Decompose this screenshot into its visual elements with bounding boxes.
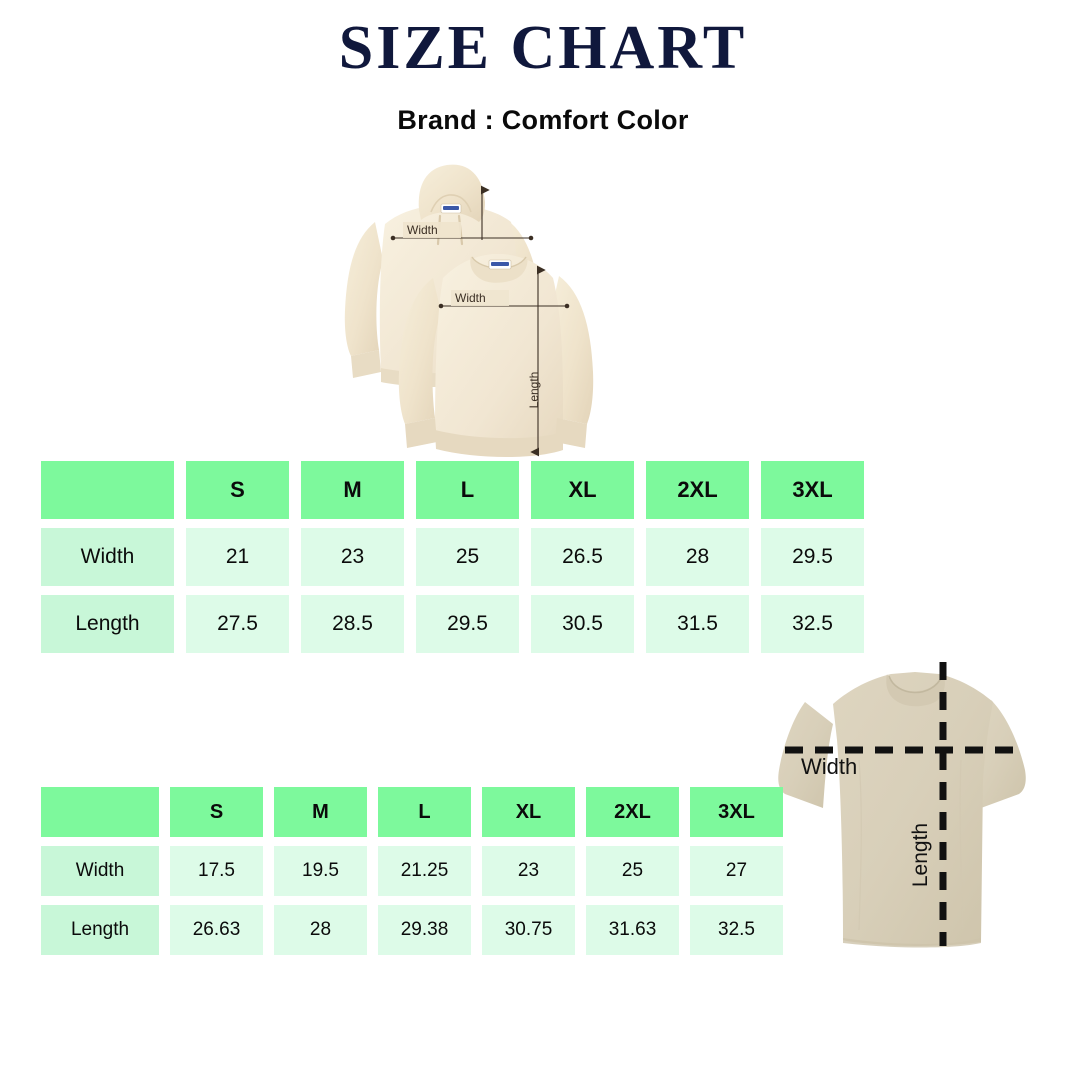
tshirt-length-measure: Length — [909, 662, 947, 946]
table2-width-xl: 23 — [482, 846, 575, 896]
table1-length-xl: 30.5 — [531, 595, 634, 653]
table2-row-label-width: Width — [41, 846, 159, 896]
table2-length-m: 28 — [274, 905, 367, 955]
tshirt-body — [778, 672, 1026, 948]
table1-length-s: 27.5 — [186, 595, 289, 653]
table-header-row: S M L XL 2XL 3XL — [41, 461, 864, 519]
table1-header-s: S — [186, 461, 289, 519]
table2-corner-cell — [41, 787, 159, 837]
tshirt-width-label: Width — [801, 754, 857, 779]
table1-length-l: 29.5 — [416, 595, 519, 653]
table1-row-label-length: Length — [41, 595, 174, 653]
sweatshirt-width-label: Width — [455, 291, 486, 305]
hoodie-width-label: Width — [407, 223, 438, 237]
hoodie-illustration: Width — [344, 164, 594, 458]
table2-width-s: 17.5 — [170, 846, 263, 896]
table1-header-2xl: 2XL — [646, 461, 749, 519]
sweatshirt-size-table: S M L XL 2XL 3XL Width 21 23 25 26.5 28 … — [41, 461, 864, 653]
table2-width-m: 19.5 — [274, 846, 367, 896]
hoodie-width-measure: Width — [390, 222, 534, 241]
table2-length-2xl: 31.63 — [586, 905, 679, 955]
table1-width-m: 23 — [301, 528, 404, 586]
table1-width-3xl: 29.5 — [761, 528, 864, 586]
table1-corner-cell — [41, 461, 174, 519]
sweatshirt-width-measure: Width — [438, 290, 570, 309]
table2-length-xl: 30.75 — [482, 905, 575, 955]
table-header-row: S M L XL 2XL 3XL — [41, 787, 783, 837]
table2-length-s: 26.63 — [170, 905, 263, 955]
table-row: Width 17.5 19.5 21.25 23 25 27 — [41, 846, 783, 896]
table1-header-m: M — [301, 461, 404, 519]
brand-subtitle: Brand : Comfort Color — [397, 105, 689, 135]
table1-header-xl: XL — [531, 461, 634, 519]
table1-header-l: L — [416, 461, 519, 519]
table2-header-2xl: 2XL — [586, 787, 679, 837]
table2-header-m: M — [274, 787, 367, 837]
table-row: Length 27.5 28.5 29.5 30.5 31.5 32.5 — [41, 595, 864, 653]
table2-length-l: 29.38 — [378, 905, 471, 955]
tshirt-length-label: Length — [909, 823, 932, 887]
sweatshirt-length-label: Length — [527, 372, 541, 409]
tshirt-illustration: Width Length — [778, 662, 1026, 948]
table-row: Length 26.63 28 29.38 30.75 31.63 32.5 — [41, 905, 783, 955]
tshirt-size-table: S M L XL 2XL 3XL Width 17.5 19.5 21.25 2… — [41, 787, 783, 955]
page-title: SIZE CHART — [338, 14, 748, 82]
table2-width-2xl: 25 — [586, 846, 679, 896]
table2-header-3xl: 3XL — [690, 787, 783, 837]
table1-width-s: 21 — [186, 528, 289, 586]
table2-width-3xl: 27 — [690, 846, 783, 896]
table2-header-l: L — [378, 787, 471, 837]
table1-width-xl: 26.5 — [531, 528, 634, 586]
table1-length-3xl: 32.5 — [761, 595, 864, 653]
table2-width-l: 21.25 — [378, 846, 471, 896]
table1-width-l: 25 — [416, 528, 519, 586]
table2-header-xl: XL — [482, 787, 575, 837]
table1-row-label-width: Width — [41, 528, 174, 586]
sweatshirt-front-garment — [398, 254, 594, 458]
table2-header-s: S — [170, 787, 263, 837]
sweatshirt-length-measure: Length — [527, 265, 546, 457]
table1-width-2xl: 28 — [646, 528, 749, 586]
table2-length-3xl: 32.5 — [690, 905, 783, 955]
table1-length-2xl: 31.5 — [646, 595, 749, 653]
table2-row-label-length: Length — [41, 905, 159, 955]
table-row: Width 21 23 25 26.5 28 29.5 — [41, 528, 864, 586]
table1-header-3xl: 3XL — [761, 461, 864, 519]
table1-length-m: 28.5 — [301, 595, 404, 653]
tshirt-width-measure: Width — [785, 746, 1025, 779]
